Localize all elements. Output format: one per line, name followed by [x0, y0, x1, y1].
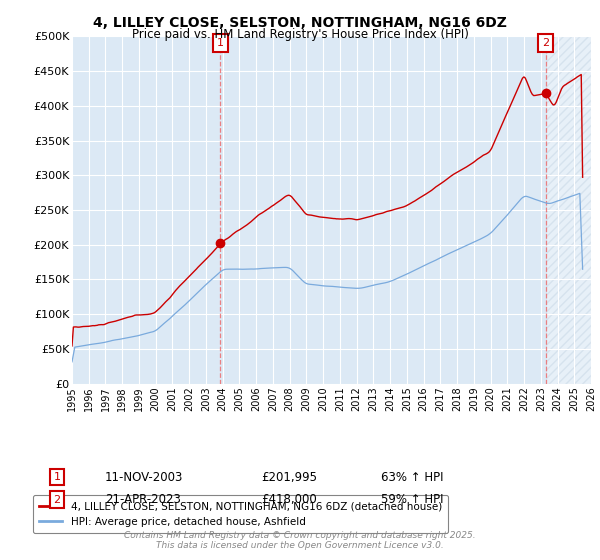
Text: Contains HM Land Registry data © Crown copyright and database right 2025.
This d: Contains HM Land Registry data © Crown c…	[124, 530, 476, 550]
Legend: 4, LILLEY CLOSE, SELSTON, NOTTINGHAM, NG16 6DZ (detached house), HPI: Average pr: 4, LILLEY CLOSE, SELSTON, NOTTINGHAM, NG…	[33, 495, 448, 533]
Text: £418,000: £418,000	[261, 493, 317, 506]
Text: 4, LILLEY CLOSE, SELSTON, NOTTINGHAM, NG16 6DZ: 4, LILLEY CLOSE, SELSTON, NOTTINGHAM, NG…	[93, 16, 507, 30]
Text: 59% ↑ HPI: 59% ↑ HPI	[381, 493, 443, 506]
Text: 1: 1	[217, 38, 224, 48]
Bar	[546, 36, 600, 384]
Text: 63% ↑ HPI: 63% ↑ HPI	[381, 470, 443, 484]
Text: 1: 1	[53, 472, 61, 482]
Text: £201,995: £201,995	[261, 470, 317, 484]
Text: 21-APR-2023: 21-APR-2023	[105, 493, 181, 506]
Text: 2: 2	[53, 494, 61, 505]
Bar	[546, 36, 600, 384]
Text: 11-NOV-2003: 11-NOV-2003	[105, 470, 184, 484]
Text: Price paid vs. HM Land Registry's House Price Index (HPI): Price paid vs. HM Land Registry's House …	[131, 28, 469, 41]
Text: 2: 2	[542, 38, 550, 48]
